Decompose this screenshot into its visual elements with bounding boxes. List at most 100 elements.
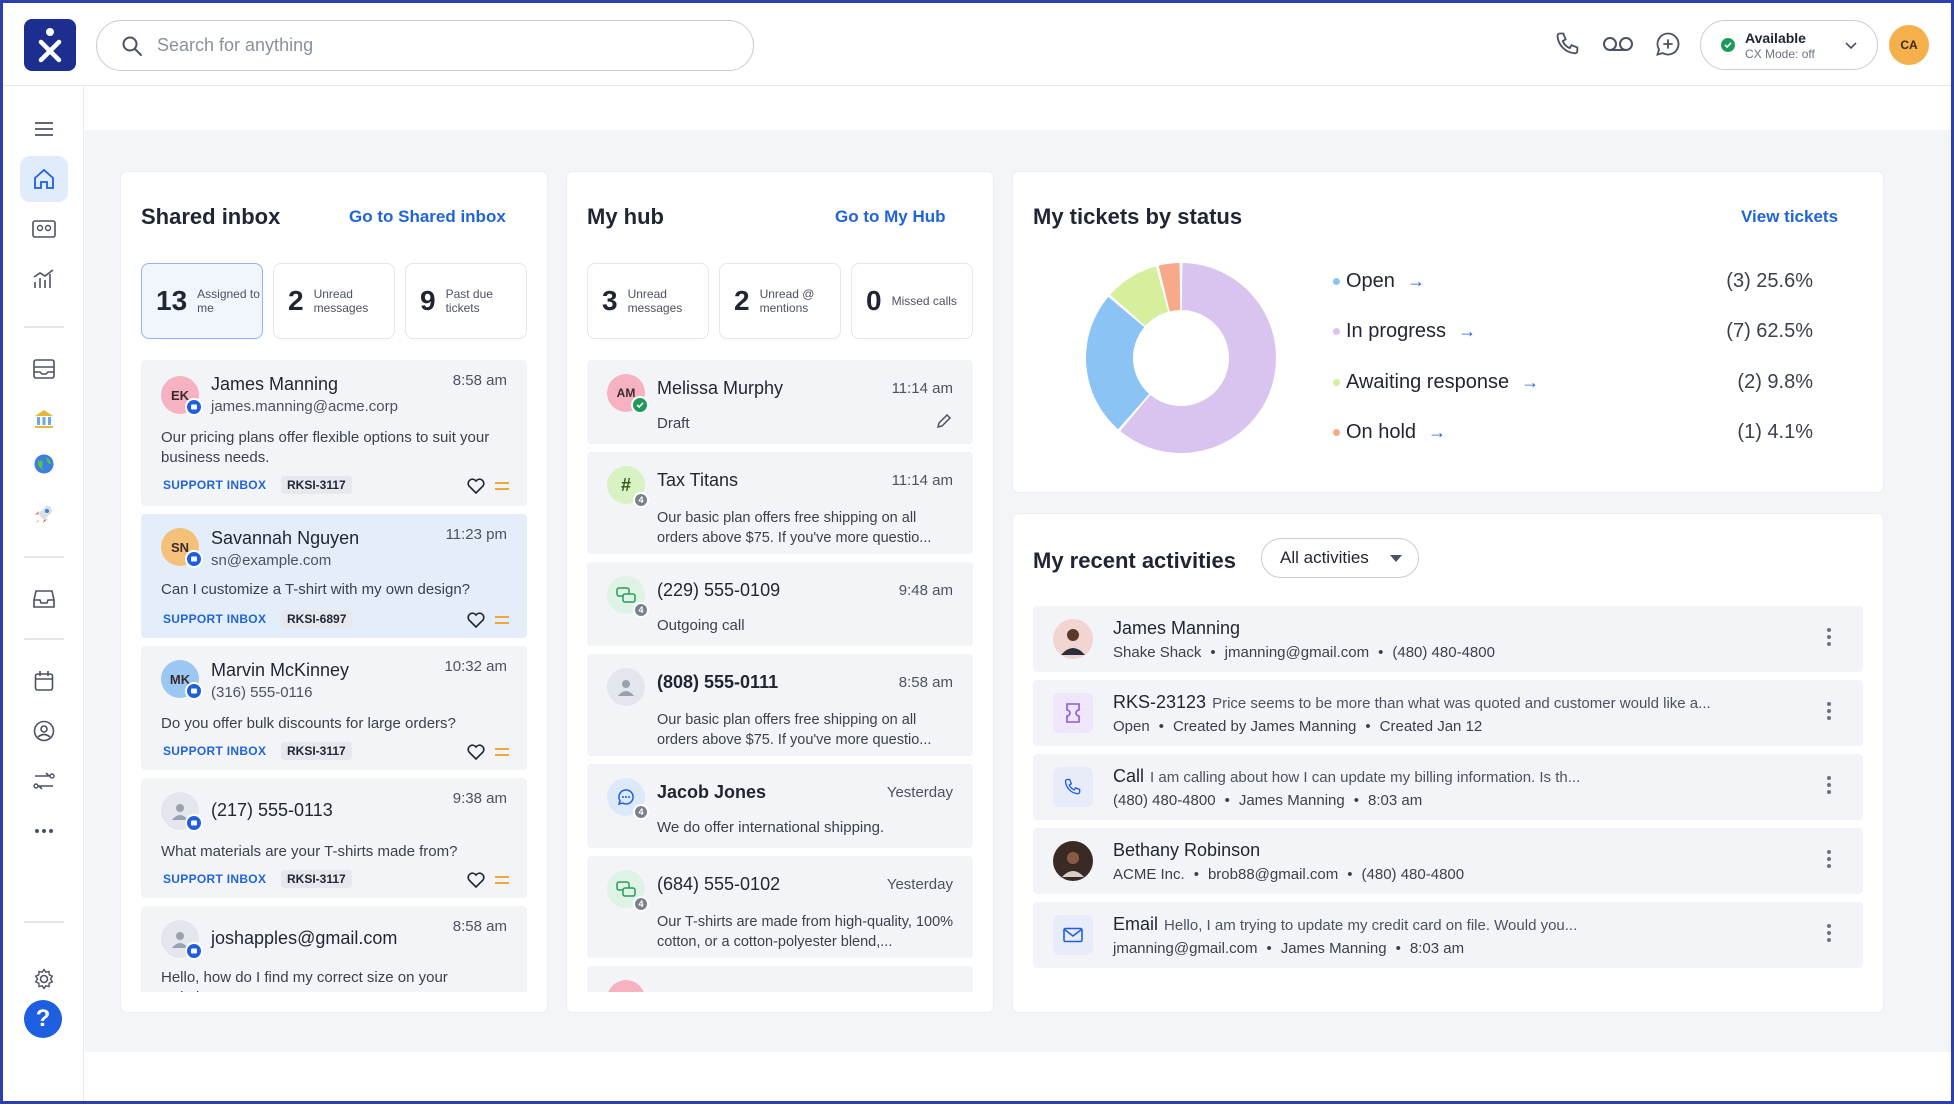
list-item[interactable]: joshapples@gmail.com 8:58 am Hello, how … [141, 906, 527, 992]
search-icon [122, 36, 142, 56]
stat-unread-messages[interactable]: 2 Unread messages [273, 263, 395, 339]
item-time: 8:58 am [452, 372, 507, 389]
legend-label: Awaiting response [1346, 371, 1510, 393]
list-item[interactable]: 4 (229) 555-0109 9:48 am Outgoing call [587, 562, 973, 646]
search-bar[interactable] [96, 20, 754, 71]
item-time: Yesterday [886, 876, 953, 893]
donut-slice-on-hold[interactable] [1158, 263, 1181, 312]
legend-label: Open [1346, 270, 1395, 292]
legend-on-hold[interactable]: On hold → (1) 4.1% [1333, 421, 1813, 444]
view-tickets-link[interactable]: View tickets [1741, 207, 1839, 226]
edit-pencil-icon[interactable] [935, 412, 953, 430]
sidebar: ? [0, 86, 84, 1104]
stat-label: Past due tickets [445, 287, 493, 315]
tickets-card: My tickets by status View tickets Open →… [1013, 172, 1883, 492]
analytics-icon[interactable] [20, 256, 68, 302]
list-item[interactable]: MK Marvin McKinney (316) 555-0116 10:32 … [141, 646, 527, 770]
legend-dot [1333, 278, 1340, 285]
activity-title: Bethany Robinson [1113, 840, 1261, 860]
list-item[interactable]: (217) 555-0113 9:38 am What materials ar… [141, 778, 527, 898]
rocket-icon[interactable] [20, 491, 68, 537]
help-icon[interactable]: ? [24, 1000, 62, 1038]
go-to-my-hub-link[interactable]: Go to My Hub [835, 207, 946, 226]
search-input[interactable] [157, 35, 717, 56]
go-to-shared-inbox-link[interactable]: Go to Shared inbox [349, 207, 506, 226]
person-icon [172, 932, 188, 948]
donut-slice-open[interactable] [1086, 296, 1150, 430]
channel-name: Tax Titans [657, 470, 739, 490]
heart-icon[interactable] [467, 612, 485, 628]
available-check-icon [1721, 38, 1735, 52]
count-badge: 4 [633, 896, 649, 912]
avatar [161, 792, 203, 832]
item-time: 11:14 am [891, 472, 953, 489]
globe-icon[interactable] [20, 441, 68, 487]
heart-icon[interactable] [467, 744, 485, 760]
phone-number: (229) 555-0109 [657, 580, 781, 600]
more-icon[interactable] [20, 808, 68, 854]
user-avatar[interactable]: CA [1889, 25, 1929, 65]
phone-icon[interactable] [1552, 30, 1584, 58]
activity-filter-dropdown[interactable]: All activities [1261, 538, 1419, 578]
list-item[interactable]: (808) 555-0111 8:58 am Our basic plan of… [587, 654, 973, 756]
activity-row[interactable]: Call I am calling about how I can update … [1033, 754, 1863, 820]
message-preview: Our pricing plans offer flexible options… [161, 429, 490, 466]
tray-icon[interactable] [20, 576, 68, 622]
stat-assigned[interactable]: 13 Assigned to me [141, 263, 263, 339]
legend-in-progress[interactable]: In progress → (7) 62.5% [1333, 320, 1813, 343]
activity-meta: (480) 480-4800 [1113, 792, 1216, 809]
menu-icon[interactable] [20, 106, 68, 152]
donut-slice-in-progress[interactable] [1120, 263, 1276, 453]
status-label: Available [1745, 29, 1806, 46]
kebab-menu-icon[interactable] [1827, 924, 1831, 945]
activity-meta: James Manning [1280, 940, 1387, 957]
app-logo[interactable] [24, 19, 76, 71]
activity-row[interactable]: Email Hello, I am trying to update my cre… [1033, 902, 1863, 968]
my-hub-card: My hub Go to My Hub 3 Unread messages 2 … [567, 172, 993, 1012]
list-item[interactable]: SN Savannah Nguyen sn@example.com 11:23 … [141, 514, 527, 638]
donut-slice-awaiting-response[interactable] [1110, 266, 1169, 327]
list-item[interactable]: 4 Jacob Jones Yesterday We do offer inte… [587, 764, 973, 848]
activity-row[interactable]: Bethany Robinson ACME Inc. • brob88@gmail.… [1033, 828, 1863, 894]
sender-name: James Manning [211, 374, 339, 394]
kebab-menu-icon[interactable] [1827, 850, 1831, 871]
kebab-menu-icon[interactable] [1827, 776, 1831, 797]
inbox-stack-icon[interactable] [20, 346, 68, 392]
list-item[interactable]: #4 Tax Titans 11:14 am Our basic plan of… [587, 452, 973, 554]
list-item[interactable] [587, 966, 973, 992]
kebab-menu-icon[interactable] [1827, 628, 1831, 649]
voicemail-icon[interactable] [1602, 30, 1634, 58]
profile-icon[interactable] [20, 708, 68, 754]
list-item[interactable]: 4 (684) 555-0102 Yesterday Our T-shirts … [587, 856, 973, 958]
list-item[interactable]: EK James Manning james.manning@acme.corp… [141, 360, 527, 506]
priority-icon [495, 482, 509, 494]
chat-badge-icon [185, 398, 203, 416]
legend-value: (7) 62.5% [1726, 320, 1813, 342]
stat-missed-calls[interactable]: 0 Missed calls [851, 263, 973, 339]
home-icon[interactable] [20, 156, 68, 202]
contacts-icon[interactable] [20, 206, 68, 252]
legend-open[interactable]: Open → (3) 25.6% [1333, 270, 1813, 293]
activity-meta: 8:03 am [1368, 792, 1423, 809]
heart-icon[interactable] [467, 872, 485, 888]
legend-awaiting-response[interactable]: Awaiting response → (2) 9.8% [1333, 371, 1813, 394]
avatar-initials: AM [616, 386, 636, 400]
availability-status[interactable]: Available CX Mode: off [1700, 20, 1878, 70]
activity-row[interactable]: RKS-23123 Price seems to be more than wha… [1033, 680, 1863, 746]
sidebar-divider [24, 638, 64, 640]
stat-past-due[interactable]: 9 Past due tickets [405, 263, 527, 339]
kebab-menu-icon[interactable] [1827, 702, 1831, 723]
bank-app-icon[interactable] [20, 396, 68, 442]
settings-gear-icon[interactable] [20, 956, 68, 1002]
list-item[interactable]: AM Melissa Murphy 11:14 am Draft [587, 360, 973, 444]
stat-unread-messages[interactable]: 3 Unread messages [587, 263, 709, 339]
avatar [607, 980, 645, 992]
calendar-icon[interactable] [20, 658, 68, 704]
stat-label: Assigned to me [197, 287, 260, 315]
inbox-tag: SUPPORT INBOX [163, 612, 267, 626]
new-chat-icon[interactable] [1652, 30, 1684, 58]
routing-icon[interactable] [20, 758, 68, 804]
stat-unread-mentions[interactable]: 2 Unread @ mentions [719, 263, 841, 339]
heart-icon[interactable] [467, 478, 485, 494]
activity-row[interactable]: James Manning Shake Shack • jmanning@gmail… [1033, 606, 1863, 672]
